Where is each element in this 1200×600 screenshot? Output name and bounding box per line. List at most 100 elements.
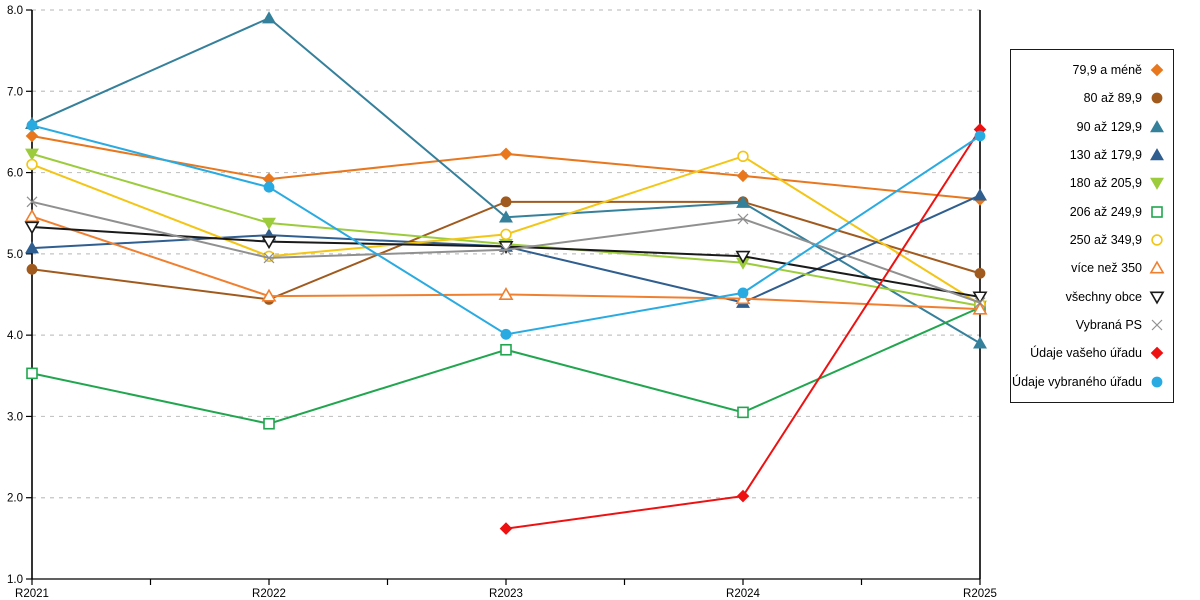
data-point [24, 221, 40, 235]
legend-marker-diamond-icon [1150, 347, 1164, 360]
data-point [736, 195, 750, 208]
data-point [737, 150, 749, 163]
data-point [1151, 376, 1163, 388]
y-tick-label: 4.0 [7, 330, 23, 342]
legend-label: 79,9 a méně [1072, 63, 1143, 78]
series [24, 208, 988, 315]
data-point [974, 297, 986, 309]
legend-marker-diamond-icon [1150, 63, 1164, 77]
legend-marker-triangle-up-icon [1150, 148, 1164, 161]
data-point [498, 286, 514, 301]
data-point [500, 196, 512, 208]
data-point [500, 228, 512, 241]
data-point [499, 210, 513, 223]
series-line [31, 306, 981, 425]
data-point [1151, 234, 1163, 246]
data-point [263, 252, 275, 264]
legend-label: 90 až 129,9 [1076, 119, 1142, 134]
data-point [736, 169, 750, 183]
legend-label: Údaje vybraného úřadu [1012, 374, 1142, 389]
legend-item: více než 350 [1015, 256, 1167, 280]
y-tick-label: 5.0 [7, 249, 23, 261]
data-point [263, 417, 275, 430]
legend-item: všechny obce [1015, 285, 1167, 309]
data-point [24, 208, 40, 222]
data-point [737, 287, 749, 299]
legend-label: Údaje vašeho úřadu [1030, 346, 1142, 361]
data-point [973, 188, 987, 201]
legend-item: Údaje vybraného úřadu [1012, 370, 1167, 394]
legend-label: 80 až 89,9 [1083, 91, 1142, 106]
legend-item: 180 až 205,9 [1015, 171, 1167, 195]
data-point [1150, 178, 1164, 191]
series [26, 150, 986, 310]
legend-label: Vybraná PS [1075, 318, 1142, 333]
data-point [737, 213, 749, 225]
legend-label: 250 až 349,9 [1069, 233, 1142, 248]
data-point [26, 263, 38, 275]
series [26, 196, 986, 309]
data-point [1151, 93, 1163, 104]
legend-label: všechny obce [1065, 289, 1142, 304]
legend-item: 130 až 179,9 [1015, 143, 1167, 167]
data-point [500, 343, 512, 356]
data-point [974, 267, 986, 279]
y-tick-label: 7.0 [7, 86, 23, 98]
data-point [262, 217, 276, 230]
data-point [1150, 347, 1164, 360]
data-point [25, 148, 39, 161]
y-tick-label: 3.0 [7, 411, 23, 423]
x-tick-label: R2023 [489, 588, 523, 600]
series-line [31, 135, 981, 201]
data-point [263, 181, 275, 193]
series [26, 301, 986, 430]
legend-label: 180 až 205,9 [1069, 176, 1142, 191]
data-point [1151, 205, 1163, 218]
legend-marker-square-icon [1151, 205, 1163, 218]
y-tick-label: 2.0 [7, 493, 23, 505]
legend-item: Vybraná PS [1015, 313, 1167, 337]
data-point [1151, 319, 1163, 331]
legend-label: 206 až 249,9 [1069, 204, 1142, 219]
data-point [1149, 260, 1165, 274]
legend-item: 80 až 89,9 [1015, 86, 1167, 110]
data-point [1149, 291, 1165, 305]
legend-label: 130 až 179,9 [1069, 148, 1142, 163]
data-point [25, 129, 39, 143]
data-point [261, 236, 277, 250]
data-point [262, 11, 276, 24]
data-point [499, 147, 513, 161]
data-point [26, 120, 38, 131]
legend-marker-triangle-up-icon [1150, 119, 1164, 133]
data-point [26, 196, 38, 208]
data-point [1150, 63, 1164, 77]
data-point [1150, 148, 1164, 161]
series [26, 120, 986, 340]
legend-item: Údaje vašeho úřadu [1015, 341, 1167, 365]
y-tick-label: 1.0 [7, 574, 23, 586]
x-tick-label: R2022 [252, 588, 286, 600]
data-point [972, 301, 988, 315]
legend-marker-circle-icon [1151, 376, 1163, 388]
data-point [500, 244, 512, 256]
legend-item: 90 až 129,9 [1015, 115, 1167, 139]
data-point [972, 291, 988, 305]
series [499, 123, 987, 535]
legend-marker-triangle-up-icon [1149, 260, 1165, 274]
data-point [25, 241, 39, 254]
data-point [499, 522, 513, 535]
legend: 79,9 a méně 80 až 89,9 90 až 129,9 130 až 1… [1010, 49, 1174, 403]
y-tick-label: 8.0 [7, 5, 23, 17]
x-tick-label: R2025 [963, 588, 997, 600]
legend-item: 206 až 249,9 [1015, 200, 1167, 224]
y-tick-label: 6.0 [7, 168, 23, 180]
x-tick-label: R2024 [726, 588, 760, 600]
legend-label: více než 350 [1071, 261, 1142, 276]
legend-marker-circle-icon [1151, 234, 1163, 246]
data-point [974, 130, 986, 142]
legend-marker-triangle-down-icon [1149, 291, 1165, 305]
legend-item: 250 až 349,9 [1015, 228, 1167, 252]
legend-marker-x-icon [1151, 319, 1163, 331]
x-tick-label: R2021 [15, 588, 49, 600]
